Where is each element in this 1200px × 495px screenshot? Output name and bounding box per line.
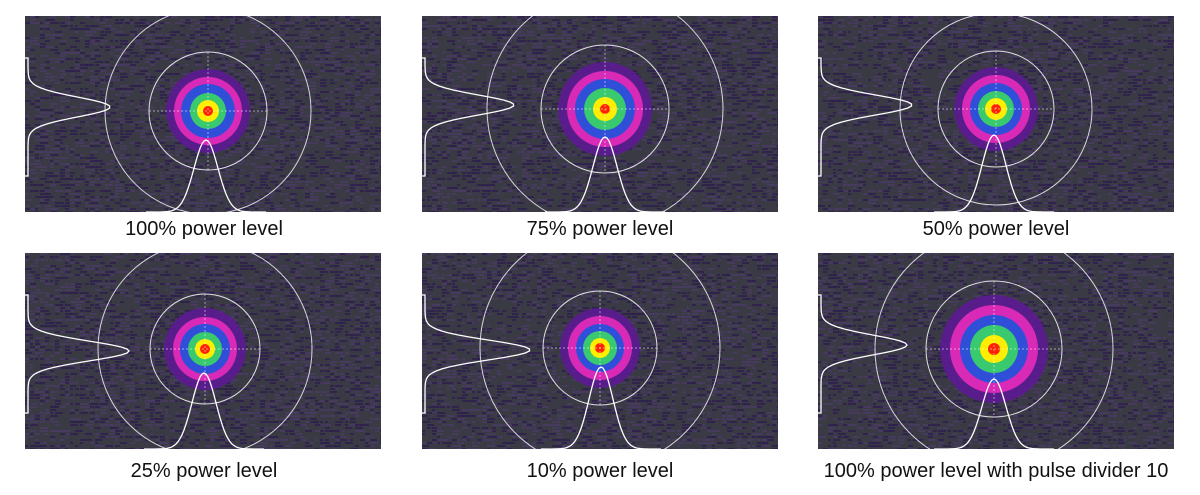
beam-spot (164, 308, 246, 390)
background-noise (818, 16, 1174, 212)
beam-profile-graphic (422, 253, 778, 449)
beam-spot (166, 69, 250, 153)
beam-profile-graphic (25, 16, 381, 212)
caption-5: 10% power level (526, 460, 674, 482)
beam-profile-image-3 (818, 16, 1174, 212)
beam-profile-graphic (422, 16, 778, 212)
caption-6: 100% power level with pulse divider 10 (823, 460, 1169, 482)
beam-profile-graphic (818, 253, 1174, 449)
beam-profile-image-1 (25, 16, 381, 212)
background-noise (422, 16, 778, 212)
caption-3: 50% power level (922, 218, 1070, 240)
measurement-overlay (818, 16, 1093, 212)
beam-profile-image-6 (818, 253, 1174, 449)
beam-profile-graphic (25, 253, 381, 449)
caption-4: 25% power level (130, 460, 278, 482)
caption-2: 75% power level (526, 218, 674, 240)
caption-1: 100% power level (125, 218, 283, 240)
measurement-overlay (25, 16, 312, 212)
beam-profile-image-2 (422, 16, 778, 212)
measurement-overlay (422, 16, 724, 212)
beam-profile-image-5 (422, 253, 778, 449)
beam-profile-graphic (818, 16, 1174, 212)
beam-profile-image-4 (25, 253, 381, 449)
measurement-overlay (25, 253, 313, 449)
measurement-overlay (818, 253, 1114, 449)
background-noise (422, 253, 778, 449)
measurement-overlay (422, 253, 721, 449)
